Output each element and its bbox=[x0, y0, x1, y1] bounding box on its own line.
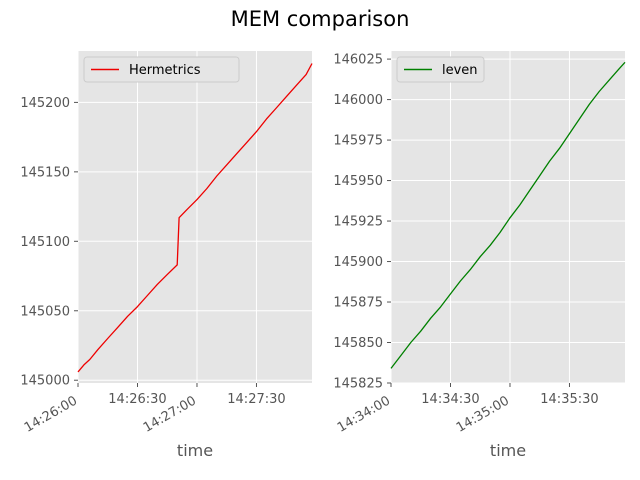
legend: leven bbox=[396, 56, 485, 83]
y-tick-label: 145150 bbox=[20, 165, 70, 180]
chart-title: MEM comparison bbox=[231, 7, 410, 31]
legend-label: Hermetrics bbox=[129, 63, 201, 78]
x-tick-label: 14:26:30 bbox=[108, 392, 166, 407]
y-tick-label: 145100 bbox=[20, 235, 70, 250]
y-tick-label: 145850 bbox=[333, 336, 383, 351]
x-tick-label: 14:27:30 bbox=[227, 392, 285, 407]
y-tick-label: 145050 bbox=[20, 304, 70, 319]
y-tick-label: 145200 bbox=[20, 96, 70, 111]
x-axis-label: time bbox=[177, 441, 213, 460]
y-tick-label: 145875 bbox=[333, 296, 383, 311]
series-line-leven bbox=[390, 61, 626, 369]
series-line-hermetrics bbox=[77, 63, 313, 373]
legend: Hermetrics bbox=[83, 56, 240, 83]
y-tick-label: 145925 bbox=[333, 215, 383, 230]
subplot-1: 145000 145050 145100 145150 145200 14:26:00 14… bbox=[20, 51, 313, 460]
legend-box bbox=[396, 56, 485, 83]
y-tick-label: 145000 bbox=[20, 374, 70, 389]
y-tick-label: 145975 bbox=[333, 134, 383, 149]
y-tick-label: 146000 bbox=[333, 93, 383, 108]
x-axis-label: time bbox=[490, 441, 526, 460]
legend-box bbox=[83, 56, 240, 83]
x-tick-label: 14:26:00 bbox=[22, 393, 80, 435]
x-tick-label: 14:34:30 bbox=[421, 392, 479, 407]
subplots: 145000 145050 145100 145150 145200 14:26:00 14… bbox=[20, 51, 626, 460]
y-tick-label: 145900 bbox=[333, 255, 383, 270]
y-tick-label: 145950 bbox=[333, 174, 383, 189]
subplot-2: 145825 145850 145875 145900 145925 145950 1459… bbox=[333, 51, 626, 460]
plot-area bbox=[391, 51, 625, 383]
y-tick-label: 145825 bbox=[333, 377, 383, 392]
y-tick-label: 146025 bbox=[333, 53, 383, 68]
legend-label: leven bbox=[442, 63, 478, 78]
x-tick-label: 14:35:30 bbox=[540, 392, 598, 407]
x-tick-label: 14:34:00 bbox=[335, 393, 393, 435]
